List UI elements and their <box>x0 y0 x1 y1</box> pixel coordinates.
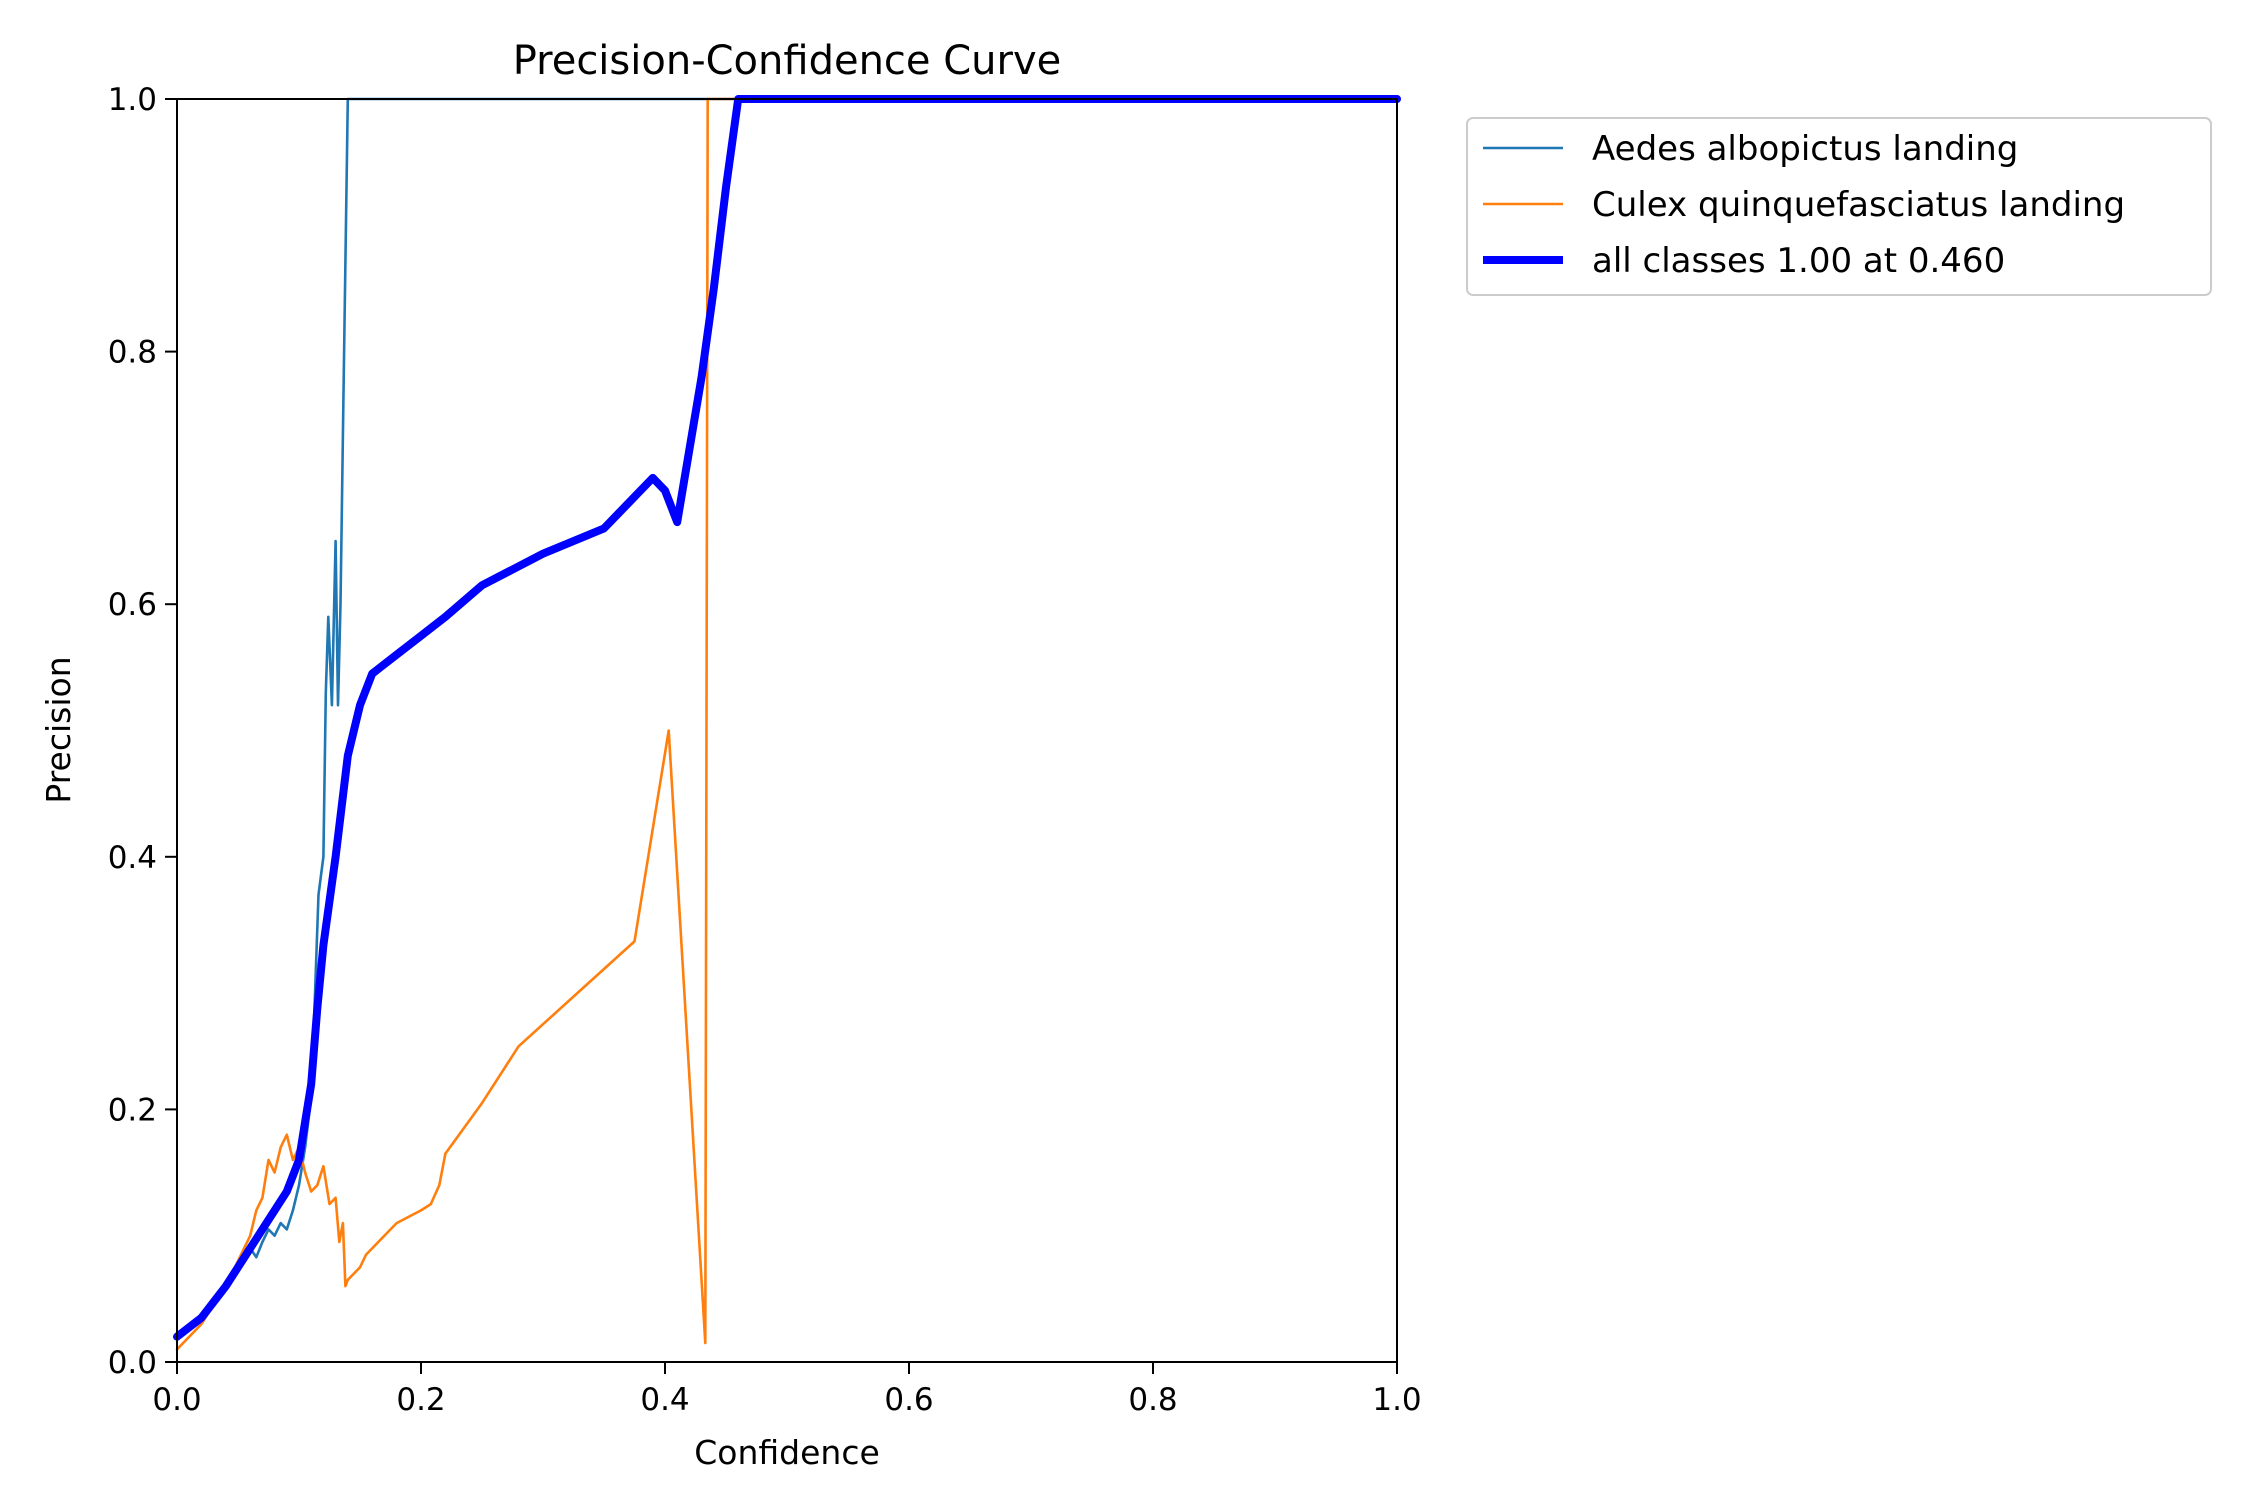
x-tick-label: 0.2 <box>396 1382 445 1418</box>
plot-area <box>173 95 1401 1363</box>
y-tick-label: 0.8 <box>108 335 157 371</box>
series-line-3 <box>173 95 1401 1341</box>
y-axis: 0.0 0.2 0.4 0.6 0.8 1.0 <box>108 82 177 1381</box>
x-tick-label: 0.6 <box>884 1382 933 1418</box>
x-axis-label: Confidence <box>694 1433 880 1472</box>
x-axis: 0.0 0.2 0.4 0.6 0.8 1.0 <box>152 1362 1422 1418</box>
x-tick-label: 0.0 <box>152 1382 201 1418</box>
y-tick-label: 0.6 <box>108 587 157 623</box>
legend-box <box>1466 117 2212 296</box>
x-tick-label: 0.8 <box>1128 1382 1177 1418</box>
legend: Aedes albopictus landing Culex quinquefas… <box>1466 117 2212 296</box>
series-line-2 <box>175 97 1399 1351</box>
legend-entries: Aedes albopictus landing Culex quinquefas… <box>1483 129 2125 281</box>
y-tick-label: 1.0 <box>108 82 157 118</box>
plot-frame <box>176 98 1398 1363</box>
legend-label-1: Aedes albopictus landing <box>1592 129 2018 169</box>
x-tick-label: 1.0 <box>1372 1382 1421 1418</box>
legend-label-2: Culex quinquefasciatus landing <box>1592 185 2125 225</box>
x-tick-label: 0.4 <box>640 1382 689 1418</box>
chart-title: Precision-Confidence Curve <box>513 38 1062 84</box>
legend-label-3: all classes 1.00 at 0.460 <box>1592 241 2005 281</box>
y-tick-label: 0.0 <box>108 1345 157 1381</box>
y-axis-label: Precision <box>39 656 78 803</box>
y-tick-label: 0.2 <box>108 1092 157 1128</box>
y-tick-label: 0.4 <box>108 840 157 876</box>
